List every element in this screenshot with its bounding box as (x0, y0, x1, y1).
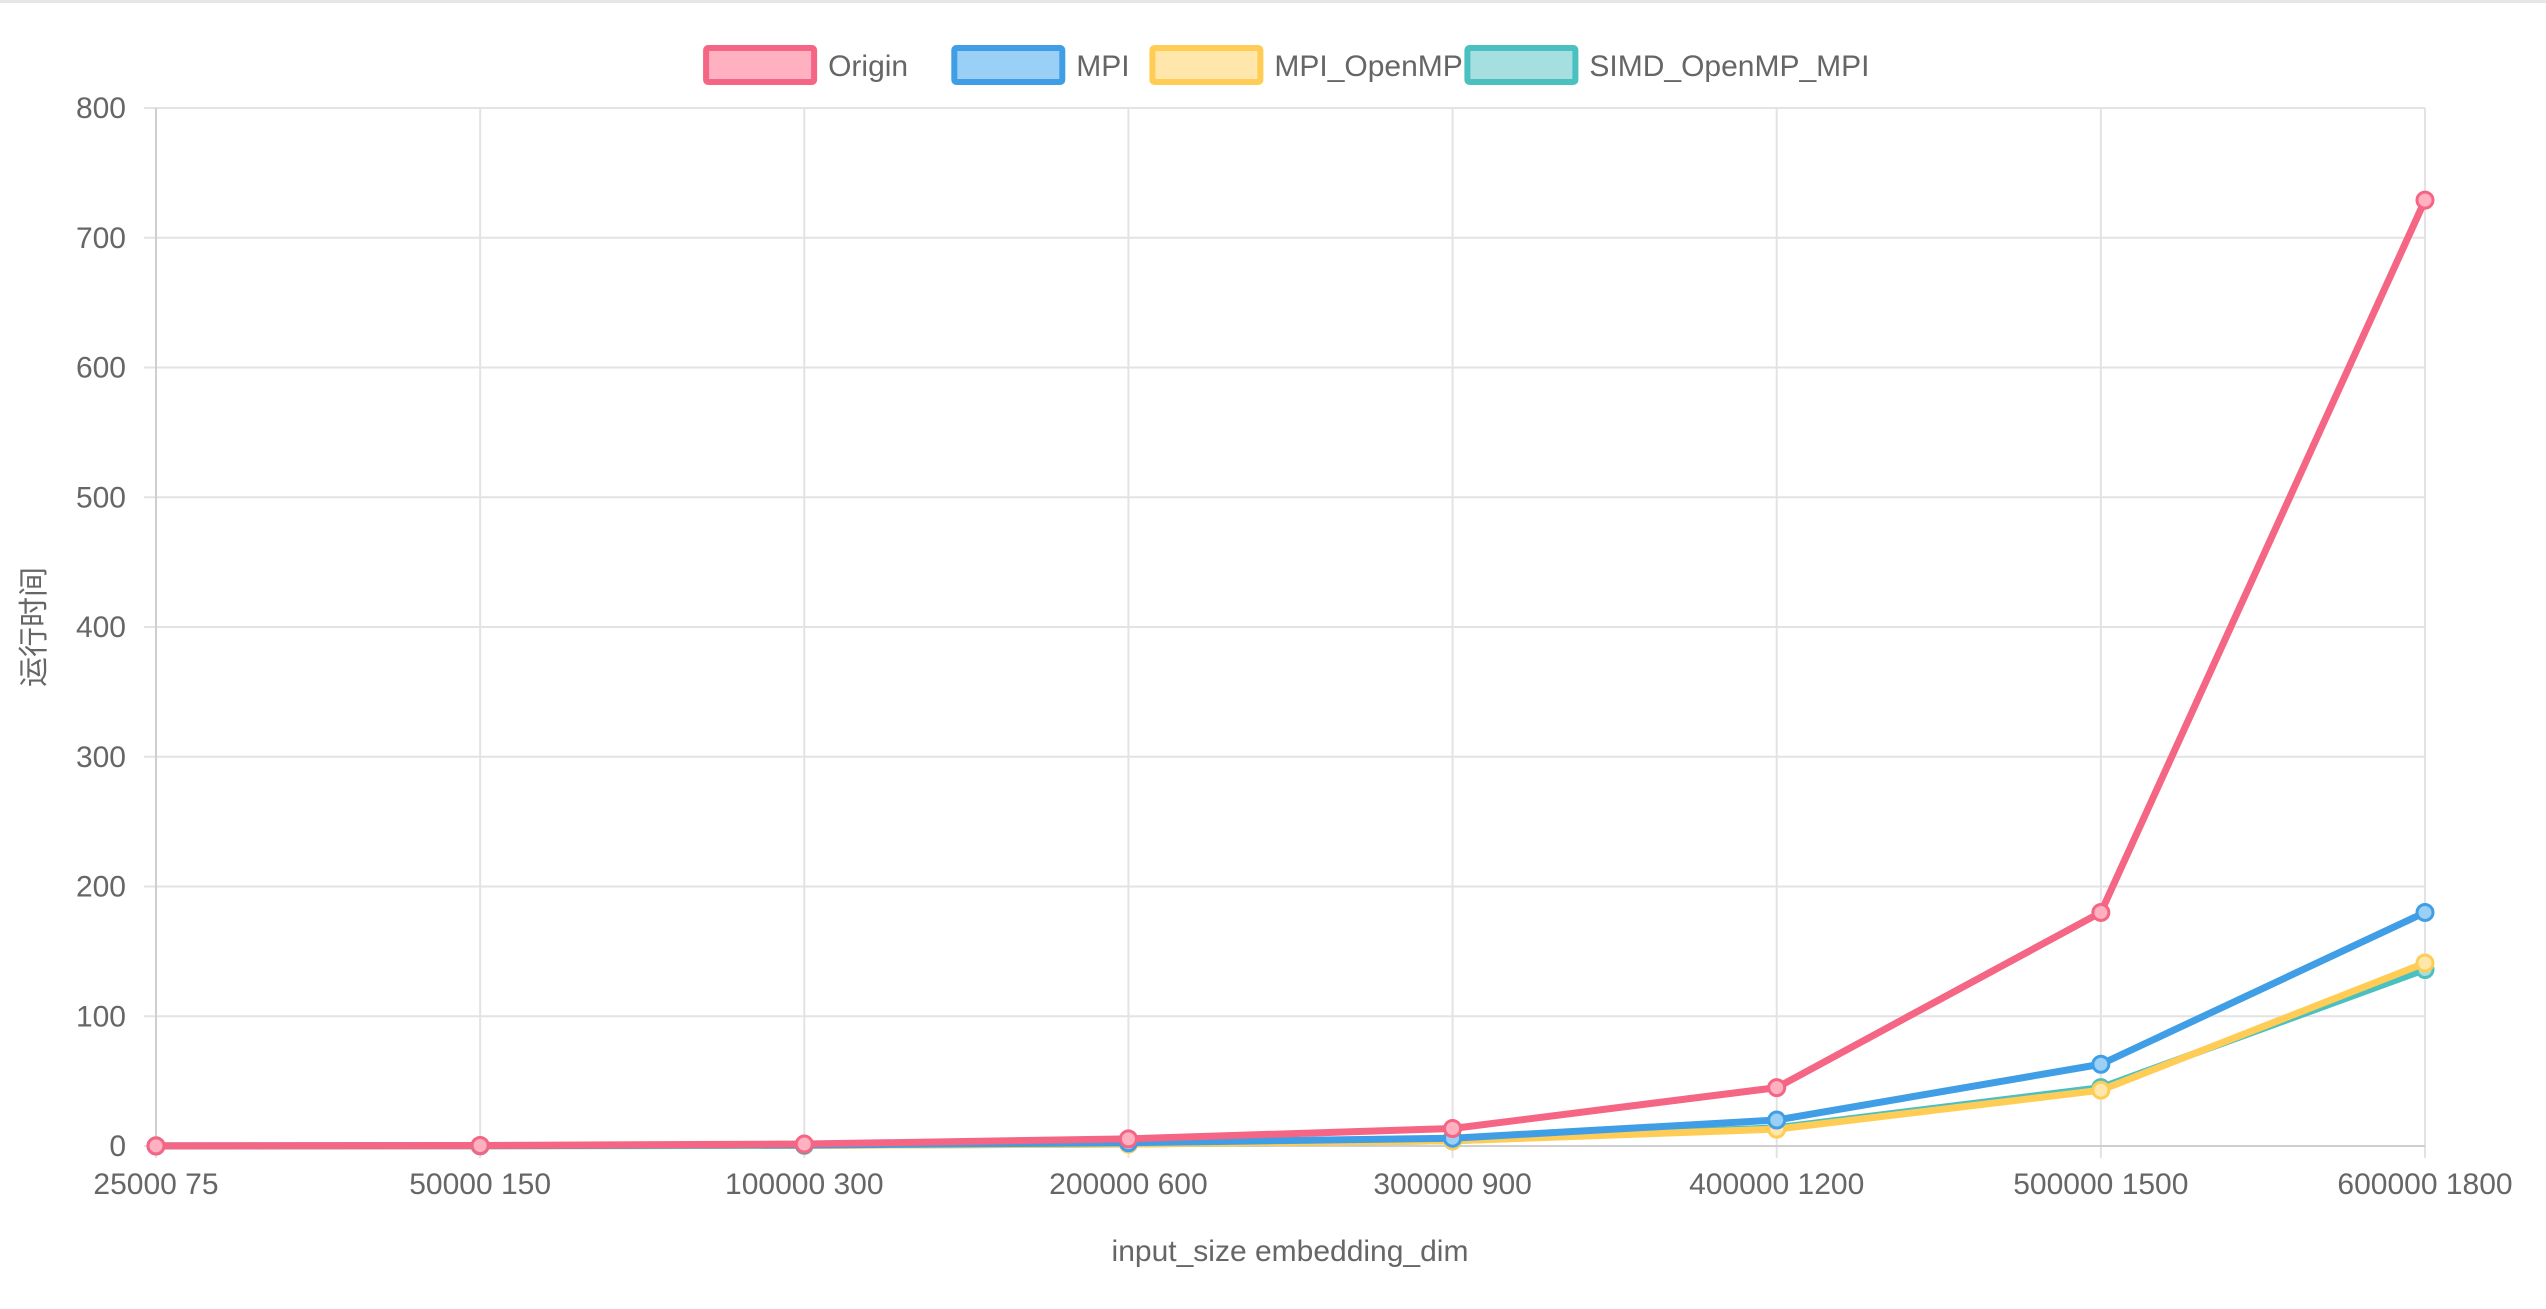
legend-swatch (951, 45, 1066, 85)
data-point (470, 1135, 490, 1155)
y-axis-title: 运行时间 (18, 567, 51, 687)
series-mpi (146, 902, 2435, 1156)
series-line (152, 908, 2429, 1150)
legend-swatch (1149, 45, 1264, 85)
grid-lines (144, 107, 2426, 1158)
legend-item-origin[interactable]: Origin (703, 45, 908, 85)
data-point (794, 1134, 814, 1154)
legend-item-mpi-openmp[interactable]: MPI_OpenMP (1149, 45, 1463, 85)
series-mpi-openmp (146, 953, 2435, 1156)
data-point (1767, 1078, 1787, 1098)
x-tick-label: 200000 600 (1049, 1168, 1208, 1201)
data-point (146, 1136, 166, 1156)
y-tick-label: 0 (109, 1130, 126, 1163)
x-tick-label: 100000 300 (725, 1168, 884, 1201)
y-tick-label: 400 (76, 611, 126, 644)
legend-swatch (703, 45, 818, 85)
x-tick-label: 50000 150 (409, 1168, 551, 1201)
x-tick-label: 400000 1200 (1689, 1168, 1864, 1201)
legend-swatch (1464, 45, 1579, 85)
x-tick-label: 500000 1500 (2013, 1168, 2188, 1201)
legend-label: MPI (1076, 50, 1129, 83)
legend-item-simd-openmp-mpi[interactable]: SIMD_OpenMP_MPI (1464, 45, 1869, 85)
y-tick-label: 700 (76, 222, 126, 255)
data-point (2091, 1080, 2111, 1100)
y-tick-label: 200 (76, 871, 126, 904)
series-line (152, 959, 2429, 1150)
data-point (2415, 902, 2435, 922)
data-point (1767, 1110, 1787, 1130)
series-simd-openmp-mpi (146, 960, 2435, 1156)
y-tick-labels: 0 100 200 300 400 500 600 700 800 (76, 92, 126, 1163)
x-axis-title: input_size embedding_dim (1112, 1235, 1469, 1268)
data-point (1118, 1129, 1138, 1149)
x-tick-label: 300000 900 (1373, 1168, 1532, 1201)
legend-label: SIMD_OpenMP_MPI (1589, 50, 1869, 83)
top-border (0, 0, 2546, 3)
legend-label: Origin (828, 50, 908, 83)
x-tick-labels: 25000 75 50000 150 100000 300 200000 600 300… (93, 1168, 2512, 1201)
data-point (1443, 1118, 1463, 1138)
x-tick-label: 25000 75 (93, 1168, 218, 1201)
y-tick-label: 500 (76, 481, 126, 514)
data-point (2415, 190, 2435, 210)
series-origin (146, 190, 2435, 1156)
y-tick-label: 300 (76, 741, 126, 774)
legend-item-mpi[interactable]: MPI (951, 45, 1130, 85)
y-tick-label: 100 (76, 1000, 126, 1033)
data-point (2091, 902, 2111, 922)
data-point (2415, 953, 2435, 973)
legend: Origin MPI MPI_OpenMP SIMD_OpenMP_MPI (703, 45, 1869, 85)
x-tick-label: 600000 1800 (2337, 1168, 2512, 1201)
legend-label: MPI_OpenMP (1274, 50, 1462, 83)
series-line (152, 196, 2429, 1150)
series-line (152, 966, 2429, 1150)
series-lines (146, 190, 2435, 1156)
y-tick-label: 800 (76, 92, 126, 125)
data-point (2091, 1054, 2111, 1074)
y-tick-label: 600 (76, 352, 126, 385)
